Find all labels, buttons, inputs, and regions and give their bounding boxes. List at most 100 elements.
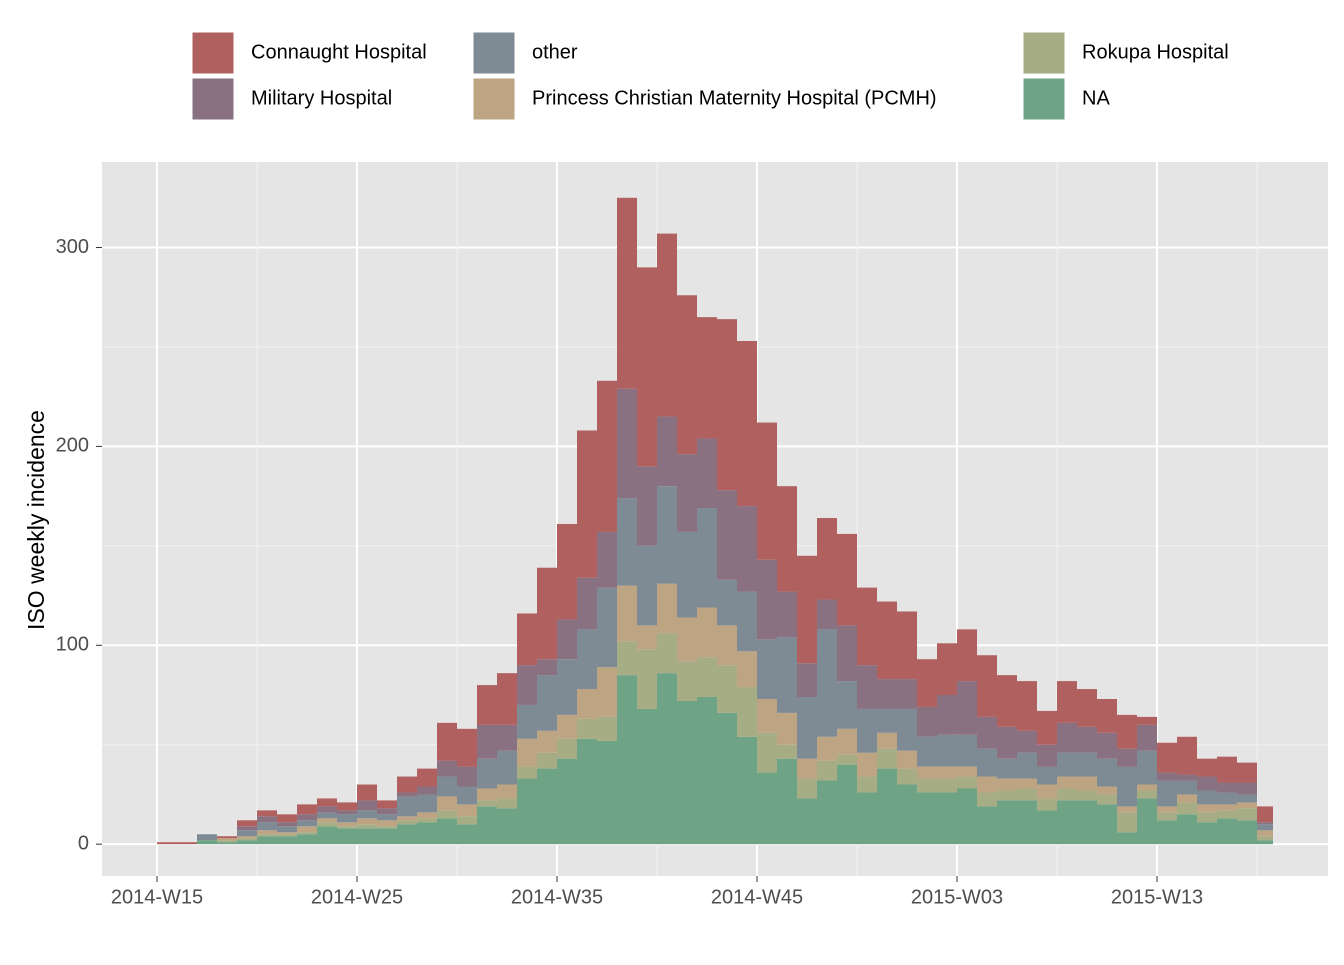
bar-segment: [517, 704, 537, 739]
bar-segment: [277, 834, 297, 837]
bar-segment: [597, 531, 617, 588]
bar-segment: [317, 812, 337, 819]
bar-segment: [1197, 758, 1217, 777]
bar-segment: [777, 637, 797, 713]
legend-label: Rokupa Hospital: [1082, 41, 1229, 63]
bar-segment: [1217, 782, 1237, 793]
bar-segment: [777, 712, 797, 745]
bar-segment: [857, 708, 877, 753]
bar-segment: [317, 798, 337, 807]
bar-segment: [757, 698, 777, 733]
bar-segment: [577, 738, 597, 845]
bar-segment: [1057, 681, 1077, 723]
y-axis-title: ISO weekly incidence: [23, 410, 49, 630]
bar-segment: [717, 579, 737, 626]
bar-segment: [517, 665, 537, 705]
bar-segment: [317, 806, 337, 813]
legend: Connaught Hospital Military Hospital other…: [191, 31, 1229, 121]
bar-segment: [477, 800, 497, 807]
bar-segment: [797, 555, 817, 664]
bar-segment: [1257, 836, 1273, 841]
bar-segment: [257, 822, 277, 831]
bar-segment: [1137, 790, 1157, 799]
bar-segment: [1097, 786, 1117, 795]
bar-segment: [937, 695, 957, 735]
bar-segment: [497, 750, 517, 785]
bar-segment: [557, 619, 577, 660]
bar-segment: [897, 708, 917, 751]
bar-segment: [637, 466, 657, 546]
bar-segment: [857, 587, 877, 666]
bar-segment: [1017, 752, 1037, 779]
bar-segment: [1057, 788, 1077, 801]
bar-segment: [297, 820, 317, 827]
bar-segment: [377, 828, 397, 845]
bar-segment: [817, 780, 837, 845]
bar-segment: [777, 758, 797, 845]
bar-segment: [877, 679, 897, 709]
bar-segment: [657, 633, 677, 674]
bar-segment: [297, 834, 317, 845]
bar-segment: [857, 665, 877, 709]
bar-segment: [1257, 830, 1273, 837]
bar-segment: [957, 788, 977, 845]
bar-segment: [637, 649, 657, 709]
bar-segment: [1177, 814, 1197, 845]
bar-segment: [377, 808, 397, 815]
bar-segment: [437, 818, 457, 845]
bar-segment: [677, 617, 697, 662]
bar-segment: [557, 758, 577, 845]
bar-segment: [677, 700, 697, 845]
bar-segment: [1017, 681, 1037, 731]
y-tick-label: 0: [78, 832, 89, 854]
bar-segment: [697, 657, 717, 698]
bar-segment: [257, 816, 277, 823]
bar-segment: [237, 840, 257, 845]
bar-segment: [1117, 714, 1137, 749]
bar-segment: [1177, 802, 1197, 815]
bar-segment: [537, 768, 557, 845]
bar-segment: [297, 826, 317, 833]
bar-segment: [557, 659, 577, 715]
bar-segment: [597, 667, 617, 717]
bar-segment: [757, 559, 777, 640]
bar-segment: [477, 788, 497, 801]
bar-segment: [817, 518, 837, 600]
x-tick-label: 2014-W45: [711, 886, 803, 908]
bar-segment: [557, 714, 577, 739]
legend-key: [191, 77, 235, 121]
bar-segment: [697, 607, 717, 658]
bar-segment: [1177, 780, 1197, 795]
bar-segment: [397, 816, 417, 821]
bar-segment: [637, 267, 657, 467]
bar-segment: [857, 776, 877, 793]
bar-segment: [1217, 804, 1237, 811]
bar-segment: [617, 388, 637, 499]
bar-segment: [657, 233, 677, 417]
bar-segment: [1177, 794, 1197, 803]
y-tick-label: 200: [56, 435, 89, 457]
bar-segment: [537, 730, 557, 753]
bar-segment: [1217, 756, 1237, 783]
bar-segment: [977, 792, 997, 807]
legend-key: [191, 31, 235, 75]
bar-segment: [317, 818, 337, 823]
bar-segment: [1037, 744, 1057, 767]
bar-segment: [1097, 804, 1117, 845]
bar-segment: [1257, 822, 1273, 825]
bar-segment: [1137, 750, 1157, 785]
bar-segment: [457, 728, 477, 767]
bar-segment: [1197, 812, 1217, 823]
bar-segment: [697, 697, 717, 845]
bar-segment: [417, 818, 437, 823]
bar-segment: [597, 740, 617, 845]
bar-segment: [897, 611, 917, 680]
y-tick-label: 100: [56, 634, 89, 656]
bar-segment: [297, 832, 317, 835]
bar-segment: [517, 766, 537, 779]
bar-segment: [1097, 732, 1117, 759]
bar-segment: [1197, 776, 1217, 791]
bar-segment: [417, 794, 437, 813]
bar-segment: [1117, 812, 1137, 833]
